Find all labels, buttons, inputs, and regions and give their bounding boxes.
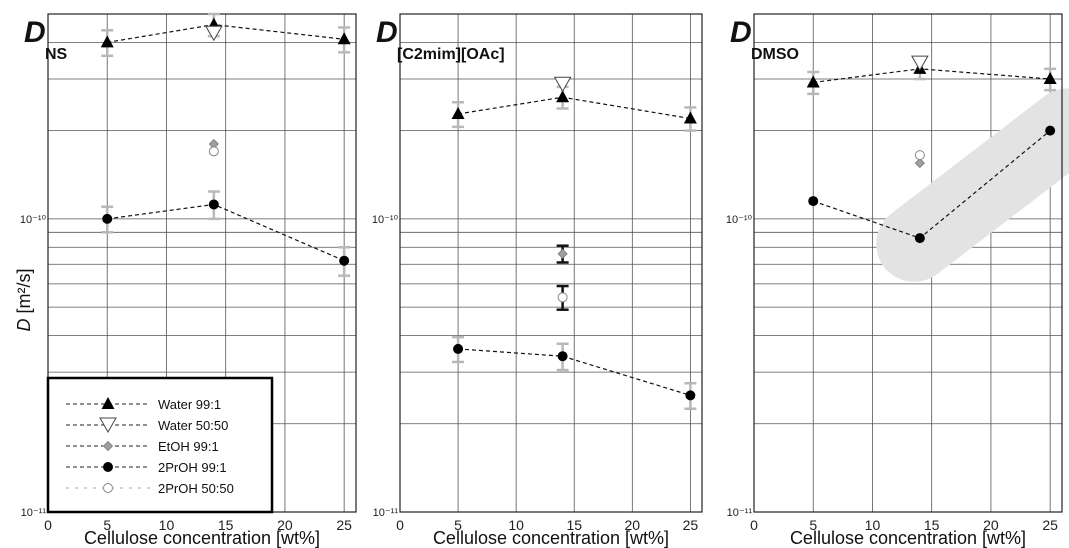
data-point: [914, 150, 925, 161]
x-tick-label: 10: [159, 517, 175, 533]
series-2proh-99-1: [101, 190, 351, 277]
data-point: [556, 90, 570, 103]
x-tick-label: 0: [750, 517, 758, 533]
y-label-symbol: D: [14, 319, 34, 332]
legend-label: 2PrOH 50:50: [158, 481, 234, 496]
series-etoh-99-1: [556, 244, 569, 264]
data-point: [208, 146, 219, 157]
panel-title: D: [24, 16, 46, 49]
legend-entry: Water 50:50: [66, 417, 228, 434]
x-tick-label: 15: [218, 517, 234, 533]
panel-subtitle: [C2mim][OAc]: [397, 46, 505, 63]
series-2proh-50-50: [208, 146, 219, 157]
x-axis-label: Cellulose concentration [wt%]: [433, 528, 669, 548]
data-point: [914, 158, 925, 169]
y-tick-label: 10⁻¹⁰: [726, 214, 753, 226]
data-point: [204, 25, 223, 42]
data-point: [339, 255, 350, 266]
legend-label: Water 50:50: [158, 418, 228, 433]
series-2proh-99-1: [452, 335, 697, 411]
x-tick-label: 10: [508, 517, 524, 533]
data-point: [337, 32, 351, 45]
legend-label: 2PrOH 99:1: [158, 460, 227, 475]
data-point: [453, 343, 464, 354]
panel-title: D: [730, 16, 752, 49]
legend-entry: Water 99:1: [66, 397, 221, 412]
data-point: [553, 76, 572, 93]
legend-marker: [103, 483, 113, 493]
series-water-50-50: [553, 76, 572, 93]
x-tick-label: 5: [454, 517, 462, 533]
legend: Water 99:1 Water 50:50 EtOH 99:1 2PrOH 99:1…: [46, 376, 274, 514]
y-tick-label: 10⁻¹⁰: [372, 214, 399, 226]
x-tick-label: 5: [809, 517, 817, 533]
data-point: [451, 106, 465, 119]
chart-panel-1: 0 5 10 15 20 25 10⁻¹⁰ 10⁻¹¹ Cellulose concentrat…: [20, 12, 357, 548]
series-2proh-50-50: [914, 150, 925, 161]
x-tick-label: 15: [566, 517, 582, 533]
highlight-band: [876, 88, 1069, 282]
x-tick-label: 10: [865, 517, 881, 533]
x-tick-label: 25: [1042, 517, 1058, 533]
panel-subtitle: NS: [45, 46, 68, 63]
y-tick-label: 10⁻¹¹: [727, 507, 753, 519]
panel-title: D: [376, 16, 398, 49]
plot-frame: [399, 13, 703, 513]
series-etoh-99-1: [914, 158, 925, 169]
series-water-50-50: [204, 25, 223, 42]
x-tick-label: 15: [924, 517, 940, 533]
series-2proh-50-50: [556, 284, 569, 311]
x-tick-label: 0: [396, 517, 404, 533]
panel-subtitle: DMSO: [751, 46, 799, 63]
legend-marker: [103, 462, 113, 472]
legend-label: Water 99:1: [158, 397, 221, 412]
data-point: [806, 75, 820, 88]
data-point: [557, 351, 568, 362]
data-point: [910, 55, 929, 72]
chart-panel-2: 0 5 10 15 20 25 10⁻¹⁰ 10⁻¹¹ Cellulose concentrat…: [372, 13, 703, 548]
data-point: [914, 233, 925, 244]
legend-marker: [102, 440, 114, 452]
legend-marker: [99, 417, 117, 434]
x-tick-label: 5: [103, 517, 111, 533]
data-point: [208, 199, 219, 210]
x-tick-label: 25: [336, 517, 352, 533]
x-tick-label: 0: [44, 517, 52, 533]
legend-marker: [101, 397, 115, 409]
y-label-units: [m²/s]: [14, 269, 34, 319]
y-axis-label: D [m²/s]: [14, 269, 34, 332]
legend-label: EtOH 99:1: [158, 439, 219, 454]
y-tick-label: 10⁻¹¹: [373, 507, 399, 519]
y-tick-label: 10⁻¹⁰: [20, 214, 47, 226]
y-tick-label: 10⁻¹¹: [21, 507, 47, 519]
data-point: [100, 35, 114, 48]
series-water-99-1: [451, 85, 697, 132]
data-point: [683, 111, 697, 124]
legend-entry: EtOH 99:1: [66, 439, 219, 454]
x-tick-label: 20: [277, 517, 293, 533]
data-point: [808, 196, 819, 207]
data-point: [1043, 72, 1057, 85]
series-water-99-1: [100, 12, 351, 58]
data-point: [557, 248, 568, 259]
series-2proh-99-1: [808, 125, 1056, 244]
data-point: [102, 213, 113, 224]
svg-text:D [m²/s]: D [m²/s]: [14, 269, 34, 332]
legend-entry: 2PrOH 50:50: [66, 481, 234, 496]
x-tick-label: 20: [625, 517, 641, 533]
series-water-50-50: [910, 55, 929, 72]
data-point: [557, 292, 568, 303]
x-axis-label: Cellulose concentration [wt%]: [790, 528, 1026, 548]
x-axis-label: Cellulose concentration [wt%]: [84, 528, 320, 548]
legend-entry: 2PrOH 99:1: [66, 460, 227, 475]
data-point: [685, 390, 696, 401]
legend-box: [46, 376, 274, 514]
x-tick-label: 25: [683, 517, 699, 533]
data-point: [1045, 125, 1056, 136]
plot-frame: [753, 13, 1063, 513]
x-tick-label: 20: [983, 517, 999, 533]
chart-panel-3: 0 5 10 15 20 25 10⁻¹⁰ 10⁻¹¹ Cellulose concentrat…: [726, 13, 1069, 548]
